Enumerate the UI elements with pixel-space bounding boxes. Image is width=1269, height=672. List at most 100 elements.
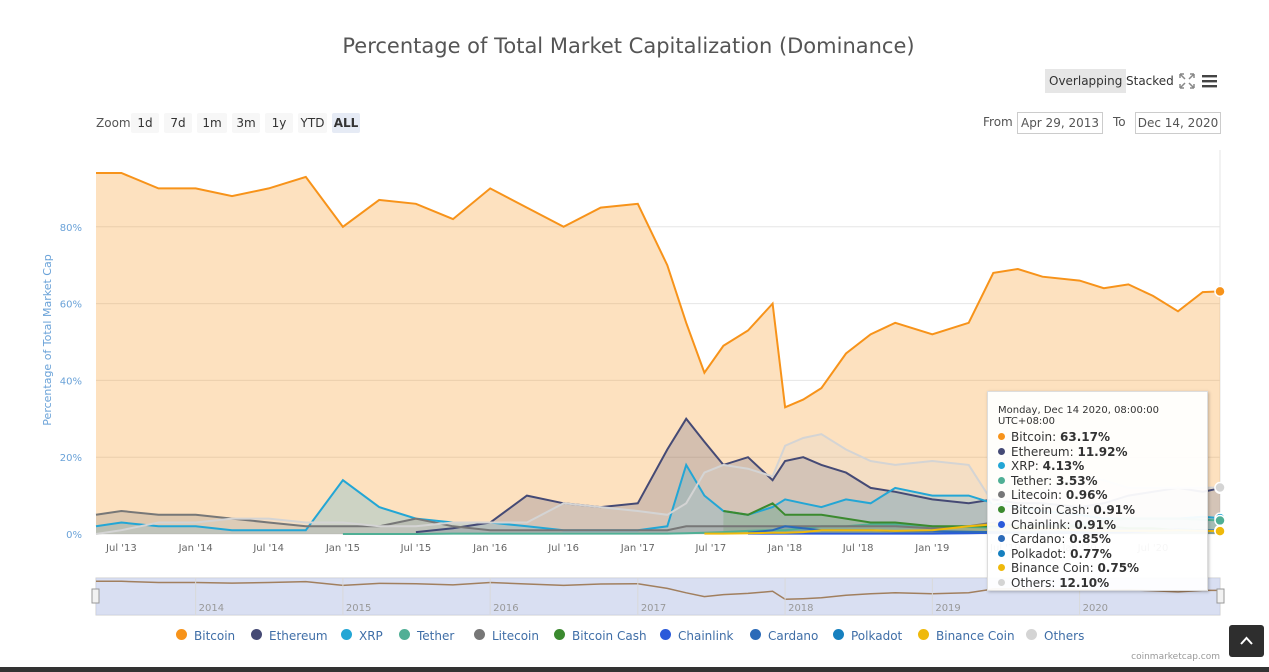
end-marker-tether: [1214, 514, 1226, 527]
legend-item-tether[interactable]: Tether: [399, 629, 454, 643]
legend-item-xrp[interactable]: XRP: [341, 629, 383, 643]
tooltip-series-value: 3.53%: [1055, 473, 1098, 488]
legend-dot-icon: [251, 629, 262, 640]
legend-dot-icon: [399, 629, 410, 640]
tooltip-row: Polkadot: 0.77%: [998, 547, 1207, 562]
series-dot-icon: [998, 491, 1005, 499]
tooltip-series-name: Cardano: [1011, 532, 1062, 547]
legend-dot-icon: [660, 629, 671, 640]
legend-dot-icon: [341, 629, 352, 640]
end-marker-others: [1214, 481, 1226, 494]
x-tick-label: Jan '16: [472, 543, 507, 554]
legend-item-cardano[interactable]: Cardano: [750, 629, 818, 643]
legend-label: Polkadot: [851, 629, 903, 643]
y-tick-label: 60%: [60, 300, 82, 311]
legend-label: Tether: [417, 629, 455, 643]
legend-label: Cardano: [768, 629, 819, 643]
x-tick-label: Jan '18: [767, 543, 802, 554]
zoom-7d-button[interactable]: 7d: [164, 113, 192, 133]
legend-dot-icon: [176, 629, 187, 640]
fullscreen-icon[interactable]: [1177, 71, 1197, 91]
tooltip-series-name: Bitcoin: [1011, 430, 1053, 444]
from-label: From: [983, 115, 1013, 129]
zoom-ytd-button[interactable]: YTD: [298, 113, 327, 133]
tooltip-series-name: Bitcoin Cash: [1011, 502, 1086, 517]
series-dot-icon: [998, 476, 1005, 484]
tooltip-series-value: 0.75%: [1097, 561, 1140, 576]
navigator-tick-label: 2017: [641, 603, 666, 614]
legend-item-bitcoin[interactable]: Bitcoin: [176, 629, 235, 643]
scroll-to-top-button[interactable]: [1229, 625, 1264, 657]
legend-item-polkadot[interactable]: Polkadot: [833, 629, 902, 643]
tooltip-series-value: 0.96%: [1065, 488, 1108, 503]
legend-label: Bitcoin Cash: [572, 629, 647, 643]
series-dot-icon: [998, 578, 1005, 586]
to-date-input[interactable]: Dec 14, 2020: [1135, 112, 1221, 134]
tooltip-series-name: Others: [1011, 575, 1052, 590]
zoom-label: Zoom: [96, 116, 131, 130]
y-tick-label: 0%: [66, 530, 82, 541]
navigator-tick-label: 2015: [346, 603, 371, 614]
legend-label: Bitcoin: [194, 629, 236, 643]
series-dot-icon: [998, 505, 1005, 513]
series-dot-icon: [998, 535, 1005, 543]
legend-label: XRP: [359, 629, 383, 643]
tooltip-row: Cardano: 0.85%: [998, 532, 1207, 547]
x-tick-label: Jul '16: [547, 543, 579, 554]
y-axis-label: Percentage of Total Market Cap: [41, 254, 54, 425]
series-line-bitcoin: [96, 172, 1221, 409]
legend-item-ethereum[interactable]: Ethereum: [251, 629, 328, 643]
navigator-tick-label: 2018: [788, 603, 813, 614]
navigator-tick-label: 2020: [1083, 603, 1108, 614]
legend-item-litecoin[interactable]: Litecoin: [474, 629, 539, 643]
x-tick-label: Jul '15: [400, 543, 432, 554]
navigator-left-handle[interactable]: [91, 588, 100, 604]
series-dot-icon: [998, 520, 1005, 528]
x-tick-label: Jul '13: [105, 543, 137, 554]
legend-item-chainlink[interactable]: Chainlink: [660, 629, 734, 643]
series-area-bitcoin: [96, 173, 1220, 534]
series-area-xrp: [96, 464, 1220, 534]
zoom-all-button[interactable]: ALL: [332, 113, 360, 133]
navigator-tick-label: 2016: [493, 603, 518, 614]
legend-label: Chainlink: [678, 629, 734, 643]
tooltip-series-value: 0.91%: [1093, 502, 1136, 517]
chevron-up-icon: [1240, 636, 1253, 645]
x-tick-label: Jan '15: [325, 543, 360, 554]
stacked-button[interactable]: Stacked: [1126, 74, 1174, 88]
tooltip-row: Chainlink: 0.91%: [998, 518, 1207, 533]
credit-link[interactable]: coinmarketcap.com: [1131, 652, 1220, 662]
tooltip-series-value: 0.91%: [1074, 517, 1116, 532]
menu-icon[interactable]: [1200, 71, 1220, 91]
legend-item-binance-coin[interactable]: Binance Coin: [918, 629, 1015, 643]
y-tick-label: 20%: [60, 453, 82, 464]
tooltip-row: Others: 12.10%: [998, 576, 1207, 591]
legend-item-others[interactable]: Others: [1026, 629, 1084, 643]
zoom-1y-button[interactable]: 1y: [265, 113, 293, 133]
tooltip-series-value: 63.17%: [1060, 430, 1110, 444]
x-tick-label: Jan '19: [914, 543, 949, 554]
tooltip-row: Tether: 3.53%: [998, 474, 1207, 489]
overlapping-button[interactable]: Overlapping: [1045, 69, 1127, 93]
zoom-1m-button[interactable]: 1m: [197, 113, 227, 133]
legend-label: Others: [1044, 629, 1085, 643]
navigator-tick-label: 2019: [935, 603, 960, 614]
tooltip-series-name: Ethereum: [1011, 444, 1070, 459]
end-marker-bitcoin: [1214, 285, 1226, 298]
zoom-3m-button[interactable]: 3m: [232, 113, 260, 133]
legend-label: Litecoin: [492, 629, 539, 643]
footer-bar: [0, 667, 1269, 672]
to-label: To: [1113, 115, 1126, 129]
from-date-input[interactable]: Apr 29, 2013: [1017, 112, 1103, 134]
y-tick-label: 40%: [60, 376, 82, 387]
tooltip-row: Binance Coin: 0.75%: [998, 561, 1207, 576]
tooltip-series-name: Polkadot: [1011, 546, 1063, 561]
tooltip-series-value: 4.13%: [1042, 459, 1085, 474]
zoom-1d-button[interactable]: 1d: [131, 113, 159, 133]
tooltip-row: Bitcoin Cash: 0.91%: [998, 503, 1207, 518]
legend-item-bitcoin-cash[interactable]: Bitcoin Cash: [554, 629, 647, 643]
legend-dot-icon: [833, 629, 844, 640]
series-dot-icon: [998, 564, 1005, 572]
navigator-right-handle[interactable]: [1216, 588, 1225, 604]
